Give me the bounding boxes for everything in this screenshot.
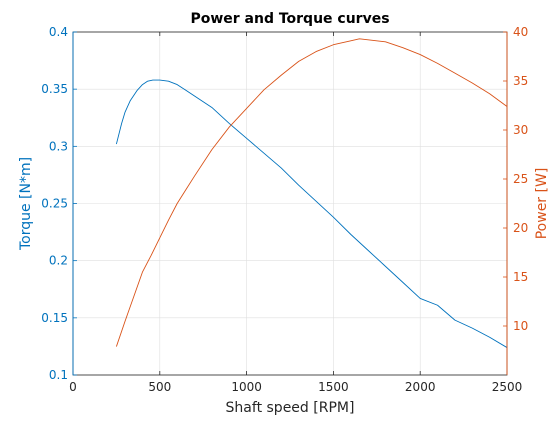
x-tick-label: 1500 bbox=[318, 380, 349, 394]
x-tick-label: 0 bbox=[69, 380, 77, 394]
right-tick-label: 10 bbox=[513, 319, 528, 333]
chart-title: Power and Torque curves bbox=[190, 11, 389, 27]
torque-series-line bbox=[115, 79, 508, 348]
left-tick-label: 0.15 bbox=[41, 311, 68, 325]
right-axis-label: Power [W] bbox=[534, 168, 550, 240]
right-tick-label: 20 bbox=[513, 221, 528, 235]
tick-layer: 0 500 1000 1500 2000 2500 0.1 0.15 0.2 0.25 0.3 0.3… bbox=[41, 25, 528, 394]
x-tick-label: 1000 bbox=[231, 380, 262, 394]
series-layer bbox=[115, 38, 508, 348]
left-tick-label: 0.25 bbox=[41, 197, 68, 211]
left-tick-label: 0.2 bbox=[49, 254, 68, 268]
x-axis-label: Shaft speed [RPM] bbox=[226, 400, 355, 416]
left-tick-label: 0.35 bbox=[41, 82, 68, 96]
right-tick-label: 30 bbox=[513, 123, 528, 137]
x-tick-label: 2000 bbox=[405, 380, 436, 394]
left-tick-label: 0.1 bbox=[49, 368, 68, 382]
left-tick-label: 0.4 bbox=[49, 25, 68, 39]
x-tick-label: 500 bbox=[148, 380, 171, 394]
right-tick-label: 40 bbox=[513, 25, 528, 39]
right-tick-label: 25 bbox=[513, 172, 528, 186]
right-tick-label: 15 bbox=[513, 270, 528, 284]
left-axis-label: Torque [N*m] bbox=[18, 157, 34, 251]
left-tick-label: 0.3 bbox=[49, 139, 68, 153]
power-series-line bbox=[115, 38, 508, 347]
grid-lines bbox=[72, 31, 508, 376]
right-tick-label: 35 bbox=[513, 74, 528, 88]
x-tick-label: 2500 bbox=[492, 380, 523, 394]
